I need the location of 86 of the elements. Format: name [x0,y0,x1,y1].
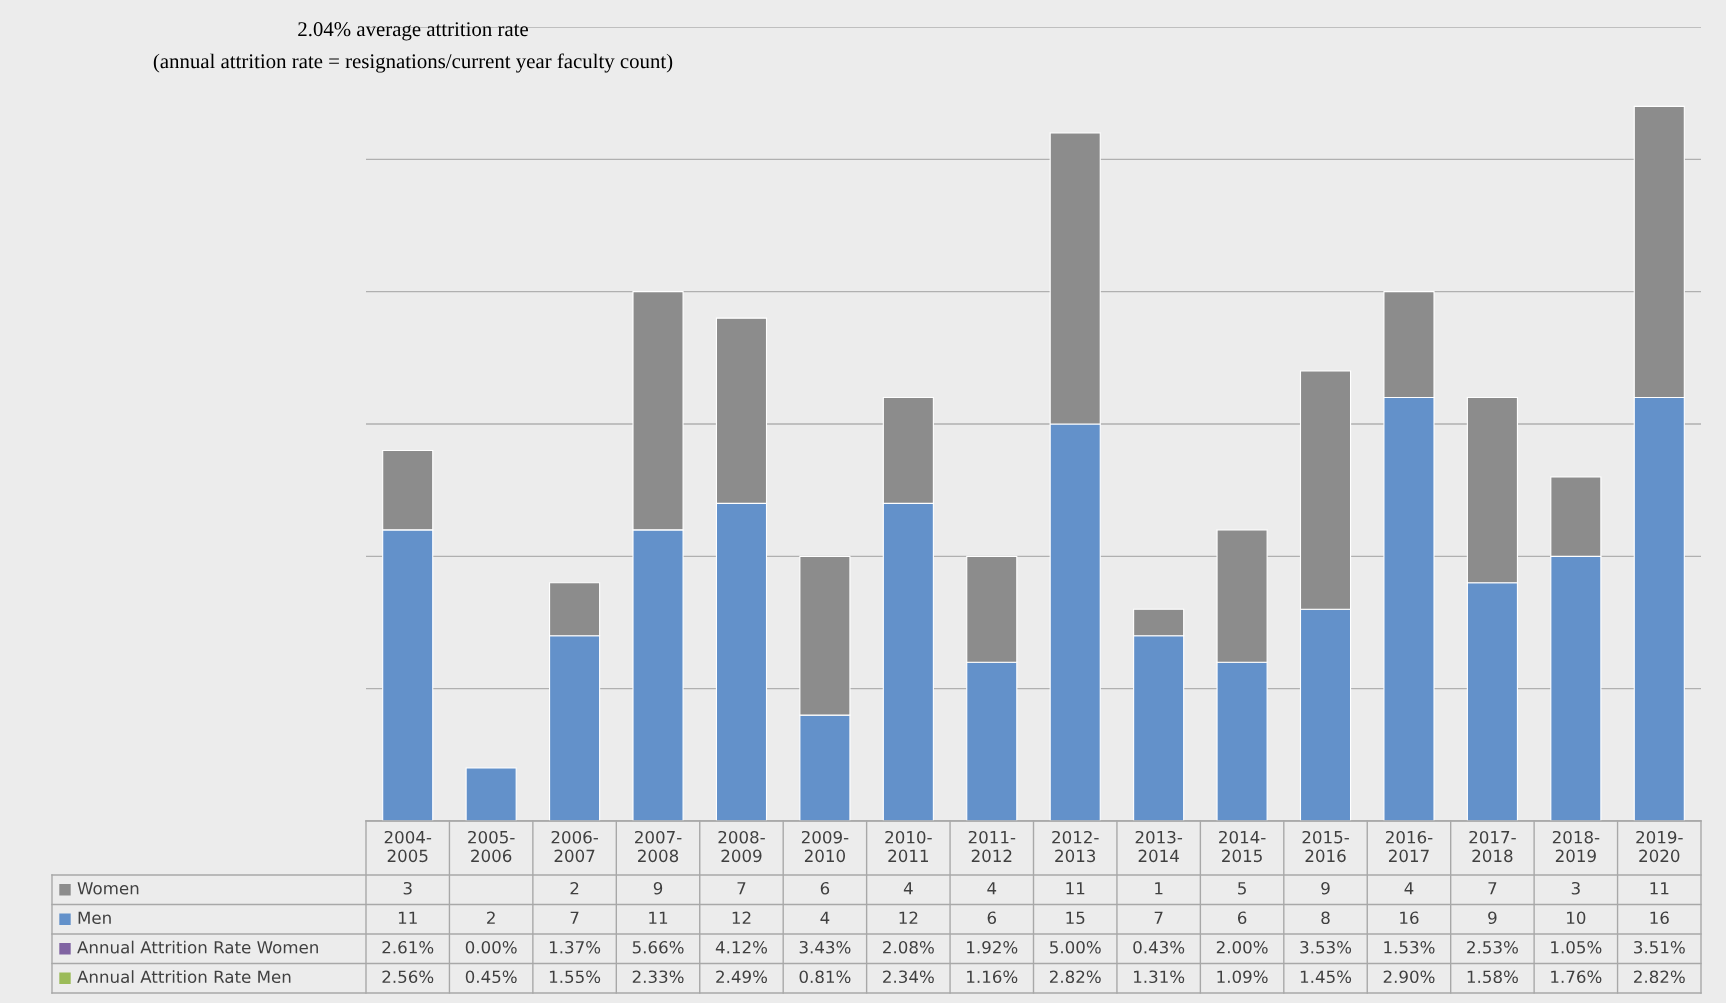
text: 2.90% [1383,970,1435,984]
text: 0.81% [799,970,851,984]
data-label: 2 [570,881,579,895]
data-label: 7 [1488,882,1497,895]
legend-label: Annual Attrition Rate Men [77,970,291,984]
data-label: 1 [1155,882,1163,895]
legend-label: Annual Attrition Rate Women [77,940,318,954]
data-label: 7 [737,882,746,895]
text: 0.45% [465,970,517,984]
data-label: 4 [820,911,830,924]
text: 1.92% [967,940,1018,954]
text: 1.45% [1300,970,1352,984]
data-label: 5 [1238,882,1246,895]
text: 1.76% [1551,970,1602,984]
x-tick-label: 2009-2010 [801,830,849,863]
data-label: 6 [1237,911,1247,925]
text: 0.43% [1133,940,1185,954]
text: 1.37% [549,940,601,954]
x-tick-label: 2005-2006 [468,830,515,863]
data-label: 4 [903,882,913,895]
text: 1.16% [967,970,1018,984]
text: 2.82% [1634,970,1685,984]
text: 1.53% [1384,940,1435,954]
data-label: 11 [649,911,668,924]
text: 2.82% [1049,970,1101,984]
data-label: 4 [987,882,997,895]
text: 2.53% [1467,940,1518,954]
text: (annual attrition rate = resignations/current year faculty count) [153,53,673,73]
data-label: 4 [1404,882,1414,895]
x-tick-label: 2008-2009 [718,830,765,863]
data-label: 11 [1650,882,1669,895]
data-label: 8 [1321,911,1330,925]
text: 0.00% [465,940,517,954]
data-label: 9 [653,881,663,895]
text: 2.56% [382,970,434,984]
x-tick-label: 2017-2018 [1469,830,1516,863]
x-tick-label: 2016-2017 [1385,830,1433,863]
data-label: 11 [398,911,417,924]
data-label: 6 [987,911,997,925]
data-label: 3 [403,881,412,895]
data-label: 12 [899,911,918,924]
text: 1.05% [1551,940,1602,954]
x-tick-label: 2015-2016 [1302,830,1349,863]
text: 2.08% [883,940,934,954]
text: 1.58% [1467,970,1518,984]
data-label: 7 [1154,911,1163,924]
data-label: 11 [1066,882,1085,895]
text: 2.34% [883,970,934,984]
x-tick-label: 2007-2008 [635,830,682,863]
data-label: 10 [1567,911,1586,925]
data-label: 12 [732,911,751,924]
x-tick-label: 2004-2005 [384,830,432,863]
data-label: 7 [570,911,579,924]
data-label: 3 [1571,881,1580,895]
x-tick-label: 2006-2007 [551,830,598,863]
text: 5.66% [632,940,684,954]
text: 2.61% [382,940,434,954]
data-label: 15 [1066,911,1085,925]
x-tick-label: 2019-2020 [1636,830,1683,863]
text: 2.49% [716,970,768,984]
text: 1.31% [1134,970,1185,984]
x-tick-label: 2012-2013 [1052,830,1099,863]
text: 1.55% [549,970,601,984]
text: 3.43% [799,940,851,954]
data-label: 16 [1400,911,1419,925]
legend-label: Men [78,911,111,925]
text: 3.53% [1300,940,1352,954]
data-label: 2 [487,911,495,924]
data-label: 6 [820,881,830,895]
text: 2.00% [1216,940,1268,954]
text: 1.09% [1217,970,1268,984]
chart-title: 2.04% average attrition rate [298,22,528,41]
text: 5.00% [1050,940,1101,954]
bar [465,767,517,821]
text: 3.51% [1634,940,1685,954]
x-tick-label: 2014-2015 [1219,830,1266,863]
text: 2.33% [632,970,684,984]
x-tick-label: 2011-2012 [968,830,1016,863]
data-label: 16 [1650,911,1669,925]
data-label: 9 [1488,911,1497,925]
legend-label: Women [77,882,139,895]
x-tick-label: 2018-2019 [1552,830,1600,863]
data-label: 9 [1321,881,1330,895]
x-tick-label: 2010-2011 [885,830,932,863]
text: 4.12% [715,940,768,954]
x-tick-label: 2013-2014 [1135,830,1183,863]
